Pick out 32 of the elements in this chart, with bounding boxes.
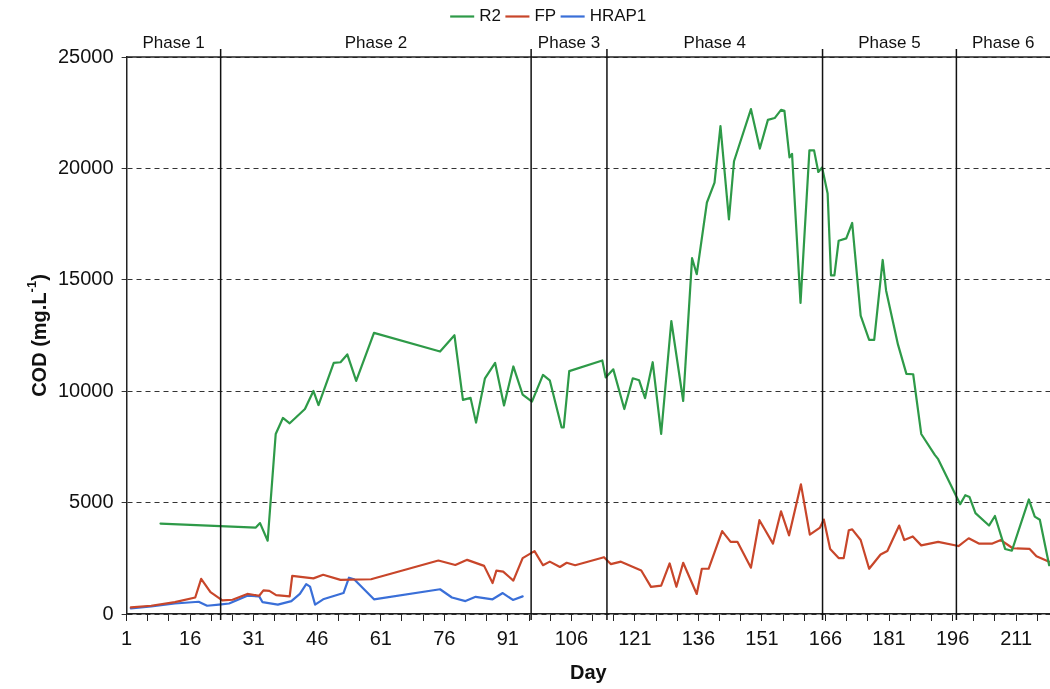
x-tick-label: 181 bbox=[872, 626, 906, 649]
x-tick-label: 31 bbox=[242, 626, 265, 649]
x-tick-label: 106 bbox=[554, 626, 589, 649]
text: Phase 1 bbox=[142, 33, 205, 53]
text: Phase 6 bbox=[972, 33, 1035, 53]
x-tick-label: 46 bbox=[306, 626, 329, 649]
y-tick-label: 10000 bbox=[57, 378, 114, 401]
y-tick-label: 5000 bbox=[69, 490, 114, 513]
x-tick-label: 121 bbox=[618, 626, 652, 649]
y-tick-label: 20000 bbox=[57, 155, 114, 178]
x-tick-label: 196 bbox=[935, 626, 970, 649]
y-axis-title: COD (mg.L-1) bbox=[23, 274, 50, 397]
legend-label: HRAP1 bbox=[589, 6, 647, 26]
x-tick-label: 1 bbox=[121, 626, 133, 649]
x-axis-title: Day bbox=[569, 660, 608, 683]
x-tick-label: 16 bbox=[179, 626, 202, 649]
text: Phase 5 bbox=[858, 33, 921, 53]
x-tick-label: 61 bbox=[369, 626, 392, 649]
x-tick-label: 151 bbox=[745, 626, 779, 649]
text: Phase 2 bbox=[344, 33, 408, 53]
x-tick-label: 136 bbox=[681, 626, 716, 649]
y-tick-label: 0 bbox=[102, 601, 114, 624]
x-tick-label: 91 bbox=[496, 626, 519, 649]
text: Phase 4 bbox=[683, 33, 746, 53]
legend-label: FP bbox=[534, 6, 557, 26]
x-tick-label: 166 bbox=[808, 626, 843, 649]
y-tick-label: 15000 bbox=[57, 267, 114, 290]
x-tick-label: 76 bbox=[433, 626, 456, 649]
y-tick-label: 25000 bbox=[57, 44, 114, 67]
x-tick-label: 211 bbox=[1000, 626, 1033, 649]
legend-label: R2 bbox=[479, 6, 501, 26]
text: Phase 3 bbox=[537, 33, 601, 53]
